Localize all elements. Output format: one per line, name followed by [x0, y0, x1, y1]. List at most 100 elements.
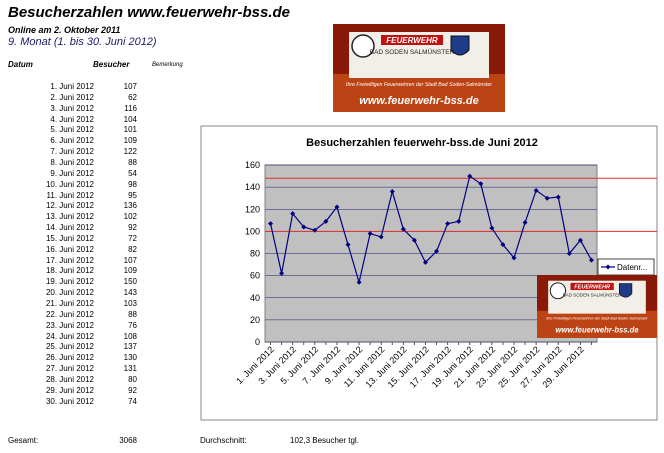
data-point: [301, 224, 307, 230]
column-header: Besucher: [93, 60, 130, 69]
town: BAD SODEN SALMÜNSTER: [563, 291, 622, 297]
data-point: [356, 279, 362, 285]
crest: [618, 283, 633, 298]
visitor-count: 54: [128, 168, 137, 178]
data-point: [456, 218, 462, 224]
visitor-count: 101: [123, 125, 137, 135]
visitor-count: 92: [128, 223, 137, 233]
date: 12. Juni 2012: [45, 201, 94, 211]
data-point: [445, 221, 451, 227]
visitor-count: 136: [123, 201, 137, 211]
visitor-count: 72: [128, 233, 137, 243]
date: 3. Juni 2012: [50, 103, 94, 113]
date: 6. Juni 2012: [50, 136, 94, 146]
date: 11. Juni 2012: [46, 190, 94, 200]
slogan: Ihre Freiwilligen Feuerwehren der Stadt …: [346, 82, 492, 88]
y-tick-label: 20: [250, 315, 260, 325]
visitor-count: 102: [123, 212, 137, 222]
data-point: [467, 173, 473, 179]
visitor-count: 88: [128, 157, 137, 167]
visitor-count: 104: [123, 114, 137, 124]
visitor-count: 76: [128, 320, 137, 330]
data-point: [555, 194, 561, 200]
logo: [549, 282, 567, 300]
data-point: [334, 204, 340, 210]
date: 14. Juni 2012: [45, 223, 94, 233]
data-point: [544, 195, 550, 201]
date: 16. Juni 2012: [45, 244, 94, 254]
visitor-count: 150: [123, 277, 137, 287]
brand: FEUERWEHR: [386, 36, 438, 45]
data-point: [367, 231, 373, 237]
url: www.feuerwehr-bss.de: [359, 95, 478, 107]
brand-bg: [381, 35, 443, 45]
online-date: Online am 2. Oktober 2011: [8, 25, 121, 35]
visitor-count: 82: [128, 244, 137, 254]
data-point: [566, 251, 572, 256]
date: 17. Juni 2012: [45, 255, 94, 265]
date: 9. Juni 2012: [50, 168, 94, 178]
visitor-count: 109: [123, 136, 137, 146]
date: 18. Juni 2012: [45, 266, 94, 276]
data-point: [588, 257, 594, 263]
data-point: [268, 221, 274, 227]
visitor-count: 130: [123, 353, 137, 363]
data-point: [522, 220, 528, 226]
y-tick-label: 160: [245, 160, 260, 170]
visitor-count: 92: [128, 385, 137, 395]
data-point: [422, 259, 428, 265]
visitor-count: 122: [123, 147, 137, 157]
data-point: [489, 225, 495, 231]
average: 102,3 Besucher tgl.: [290, 436, 359, 445]
chart-title: Besucherzahlen feuerwehr-bss.de Juni 201…: [306, 137, 538, 149]
legend-marker: [605, 264, 611, 270]
data-point: [577, 237, 583, 243]
date: 24. Juni 2012: [45, 331, 94, 341]
y-tick-label: 80: [250, 249, 260, 259]
date: 21. Juni 2012: [45, 299, 94, 308]
date: 26. Juni 2012: [45, 353, 94, 363]
town: BAD SODEN SALMÜNSTER: [370, 48, 455, 56]
date: 20. Juni 2012: [45, 288, 94, 298]
date: 4. Juni 2012: [50, 114, 94, 124]
visitor-count: 109: [123, 266, 137, 276]
data-point: [400, 226, 406, 232]
date: 19. Juni 2012: [45, 277, 94, 287]
crest: [450, 35, 470, 56]
date: 13. Juni 2012: [45, 212, 94, 222]
date: 29. Juni 2012: [45, 385, 94, 395]
column-header: Datum: [8, 60, 33, 69]
total-label: Gesamt:: [8, 436, 39, 445]
slogan: Ihre Freiwilligen Feuerwehren der Stadt …: [546, 316, 648, 320]
y-tick-label: 60: [250, 271, 260, 281]
data-point: [478, 181, 484, 187]
banner-flame: [333, 74, 505, 112]
data-point: [533, 187, 539, 193]
visitor-count: 95: [128, 190, 137, 200]
column-header: Bemerkung: [152, 62, 183, 68]
brand-bg: [570, 282, 614, 291]
visitor-count: 116: [124, 103, 137, 113]
date: 28. Juni 2012: [45, 374, 94, 384]
date: 2. Juni 2012: [50, 92, 94, 102]
data-point: [345, 242, 351, 248]
brand: FEUERWEHR: [574, 285, 611, 291]
average-label: Durchschnitt:: [200, 436, 247, 445]
data-point: [500, 242, 506, 248]
data-point: [511, 255, 517, 261]
total: 3068: [119, 436, 137, 445]
title: Besucherzahlen www.feuerwehr-bss.de: [8, 4, 291, 21]
date: 10. Juni 2012: [45, 179, 94, 189]
date: 5. Juni 2012: [50, 125, 94, 135]
legend-label: Datenr...: [617, 263, 647, 272]
visitor-count: 143: [123, 288, 137, 298]
logo: [351, 34, 375, 58]
y-tick-label: 40: [250, 293, 260, 303]
data-point: [312, 227, 318, 233]
data-point: [389, 189, 395, 195]
visitor-count: 80: [128, 374, 137, 384]
data-point: [279, 270, 285, 276]
